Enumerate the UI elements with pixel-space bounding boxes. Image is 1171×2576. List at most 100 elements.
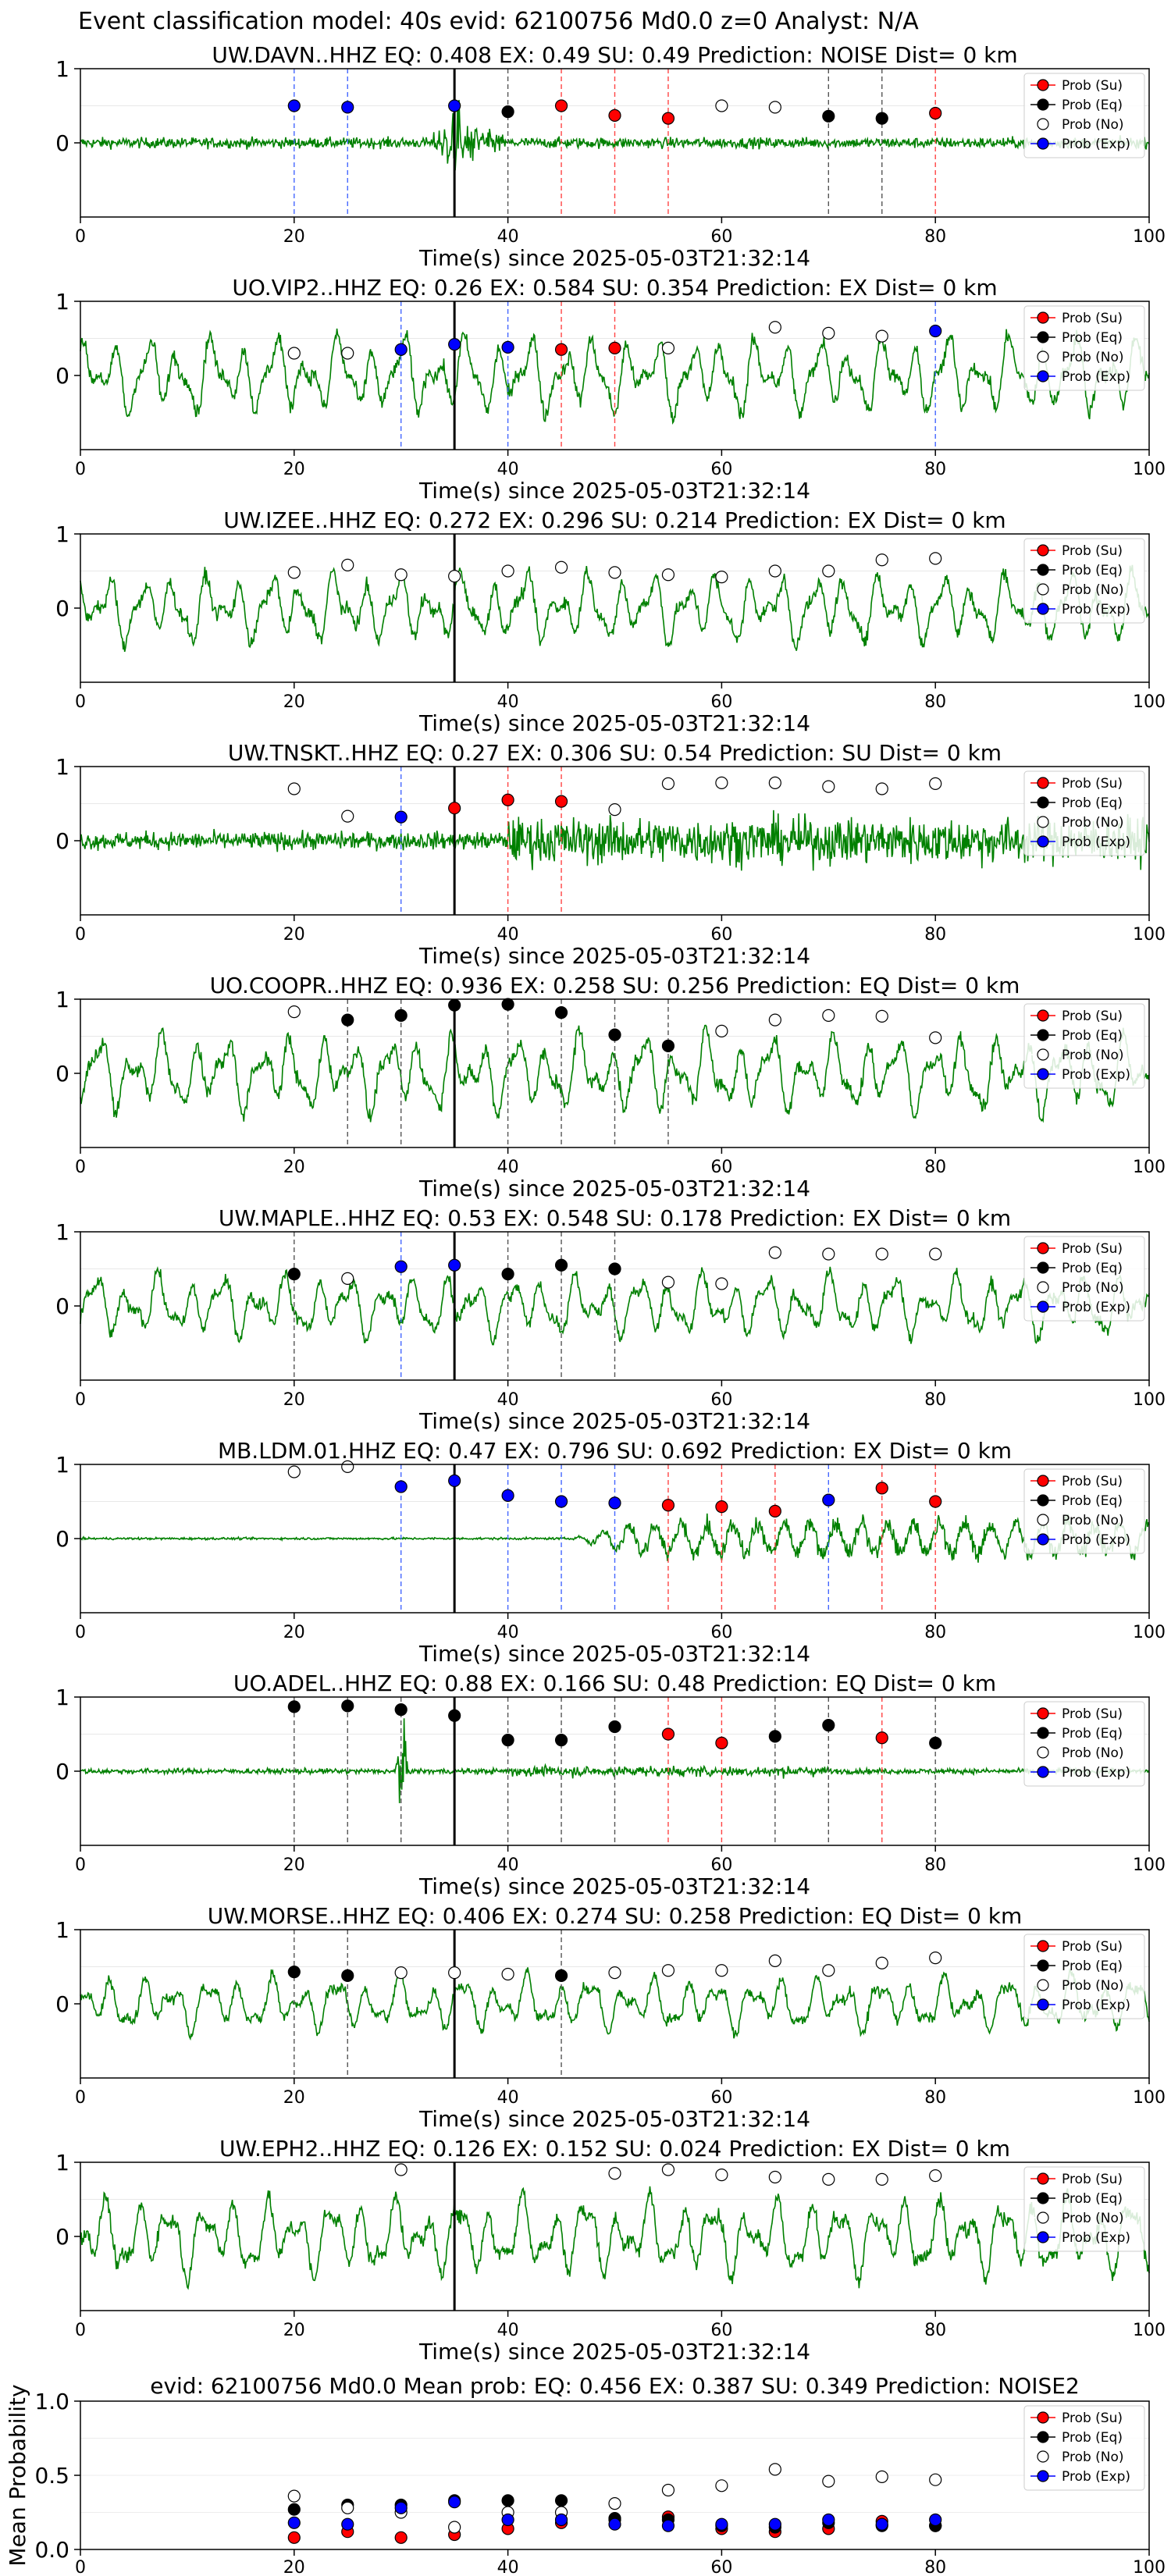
legend-label: Prob (No)	[1062, 1280, 1124, 1296]
legend-label: Prob (Exp)	[1062, 1998, 1130, 2013]
prob-point-exp	[501, 340, 514, 354]
x-tick-label: 80	[924, 692, 946, 712]
x-axis-label: Time(s) since 2025-05-03T21:32:14	[418, 1176, 810, 1201]
seismic-trace	[80, 2186, 1150, 2290]
prob-point-eq	[608, 1262, 621, 1276]
legend-box	[1023, 1468, 1145, 1554]
prob-point-no	[822, 780, 835, 793]
mean-prob-point-no	[768, 2463, 781, 2476]
legend-marker-su	[1037, 2411, 1049, 2424]
x-tick-label: 100	[1133, 227, 1166, 247]
legend-label: Prob (Exp)	[1062, 369, 1130, 385]
legend-label: Prob (Su)	[1062, 1706, 1123, 1722]
legend-marker-no	[1037, 1746, 1049, 1759]
prob-point-exp	[341, 101, 354, 114]
prob-point-no	[341, 1460, 354, 1473]
prob-point-eq	[341, 1969, 354, 1982]
legend-label: Prob (Su)	[1062, 543, 1123, 559]
panel-uw-morse--hhz: UW.MORSE..HHZ EQ: 0.406 EX: 0.274 SU: 0.…	[55, 1903, 1166, 2132]
y-tick-label: 1	[55, 754, 69, 780]
prob-point-no	[608, 566, 621, 579]
prob-point-no	[661, 2163, 675, 2176]
x-tick-label: 0	[75, 227, 86, 247]
prob-point-su	[554, 343, 568, 356]
seismic-trace	[80, 1265, 1150, 1346]
x-tick-label: 100	[1133, 1856, 1166, 1875]
legend-marker-no	[1037, 1979, 1049, 1991]
prob-point-no	[448, 1966, 461, 1980]
panel-uw-tnskt--hhz: UW.TNSKT..HHZ EQ: 0.27 EX: 0.306 SU: 0.5…	[55, 740, 1166, 969]
prob-point-eq	[448, 1709, 461, 1722]
panel-uw-maple--hhz: UW.MAPLE..HHZ EQ: 0.53 EX: 0.548 SU: 0.1…	[55, 1205, 1166, 1434]
mean-prob-point-exp	[822, 2513, 835, 2527]
x-tick-label: 60	[710, 1158, 732, 1177]
x-tick-label: 0	[75, 2321, 86, 2340]
prob-point-no	[768, 321, 781, 334]
mean-prob-point-exp	[341, 2517, 354, 2531]
legend-marker-su	[1037, 1475, 1049, 1487]
prob-point-su	[875, 1482, 888, 1495]
mean-prob-point-no	[715, 2479, 728, 2492]
panel-title: UW.DAVN..HHZ EQ: 0.408 EX: 0.49 SU: 0.49…	[212, 42, 1017, 68]
x-tick-label: 60	[710, 2088, 732, 2108]
seismic-trace	[80, 1024, 1150, 1123]
legend-label: Prob (Exp)	[1062, 2469, 1130, 2485]
prob-point-eq	[287, 1700, 301, 1713]
x-tick-label: 40	[497, 1390, 519, 1410]
prob-point-no	[875, 1247, 888, 1261]
x-axis-label: Time(s) since 2025-05-03T21:32:14	[418, 478, 810, 503]
prob-point-eq	[341, 1013, 354, 1026]
legend-label: Prob (No)	[1062, 1513, 1124, 1528]
mean-prob-point-exp	[287, 2516, 301, 2529]
x-tick-label: 20	[283, 1390, 305, 1410]
mean-prob-point-su	[287, 2531, 301, 2544]
panel-title: UW.EPH2..HHZ EQ: 0.126 EX: 0.152 SU: 0.0…	[219, 2136, 1010, 2161]
mean-prob-point-exp	[501, 2513, 514, 2527]
prob-point-su	[661, 1727, 675, 1741]
legend: Prob (Su) Prob (Eq) Prob (No) Prob (Exp)	[1023, 73, 1145, 158]
x-tick-label: 40	[497, 925, 519, 945]
prob-point-no	[929, 552, 942, 565]
panel-title: UO.VIP2..HHZ EQ: 0.26 EX: 0.584 SU: 0.35…	[232, 275, 997, 301]
x-axis-label: Time(s) since 2025-05-03T21:32:14	[418, 245, 810, 271]
prob-point-exp	[394, 343, 408, 356]
prob-point-no	[661, 777, 675, 790]
mean-prob-point-exp	[875, 2517, 888, 2531]
legend-marker-eq	[1037, 2192, 1049, 2204]
x-tick-label: 60	[710, 1623, 732, 1642]
prob-point-eq	[501, 1268, 514, 1281]
prob-point-su	[448, 802, 461, 815]
mean-prob-point-no	[929, 2473, 942, 2486]
prob-point-su	[715, 1500, 728, 1514]
legend-label: Prob (Eq)	[1062, 2191, 1123, 2207]
x-axis-label: Time(s) since 2025-05-03T21:32:14	[418, 1641, 810, 1667]
x-tick-label: 80	[924, 1623, 946, 1642]
legend-marker-no	[1037, 816, 1049, 828]
prob-point-eq	[287, 1268, 301, 1281]
prob-point-exp	[394, 810, 408, 824]
prob-point-exp	[448, 1258, 461, 1272]
legend-box	[1023, 73, 1145, 158]
legend-marker-su	[1037, 79, 1049, 91]
mean-prob-point-exp	[715, 2517, 728, 2531]
prob-point-su	[554, 99, 568, 112]
x-tick-label: 60	[710, 925, 732, 945]
prob-point-no	[661, 568, 675, 582]
prob-point-su	[661, 112, 675, 125]
prob-point-no	[822, 1964, 835, 1977]
panel-title: UW.MAPLE..HHZ EQ: 0.53 EX: 0.548 SU: 0.1…	[219, 1205, 1011, 1231]
legend-box	[1023, 538, 1145, 624]
y-tick-label: 0	[55, 596, 69, 621]
x-tick-label: 20	[283, 227, 305, 247]
x-tick-label: 0	[75, 2088, 86, 2108]
legend-marker-eq	[1037, 796, 1049, 809]
mean-prob-point-eq	[554, 2494, 568, 2507]
legend-label: Prob (Su)	[1062, 1474, 1123, 1489]
legend-label: Prob (Eq)	[1062, 1959, 1123, 1974]
mean-prob-point-exp	[661, 2519, 675, 2532]
prob-point-exp	[287, 99, 301, 112]
panel-title: UW.MORSE..HHZ EQ: 0.406 EX: 0.274 SU: 0.…	[208, 1903, 1023, 1929]
x-tick-label: 100	[1133, 692, 1166, 712]
mean-prob-point-no	[287, 2489, 301, 2503]
legend-marker-eq	[1037, 1494, 1049, 1507]
